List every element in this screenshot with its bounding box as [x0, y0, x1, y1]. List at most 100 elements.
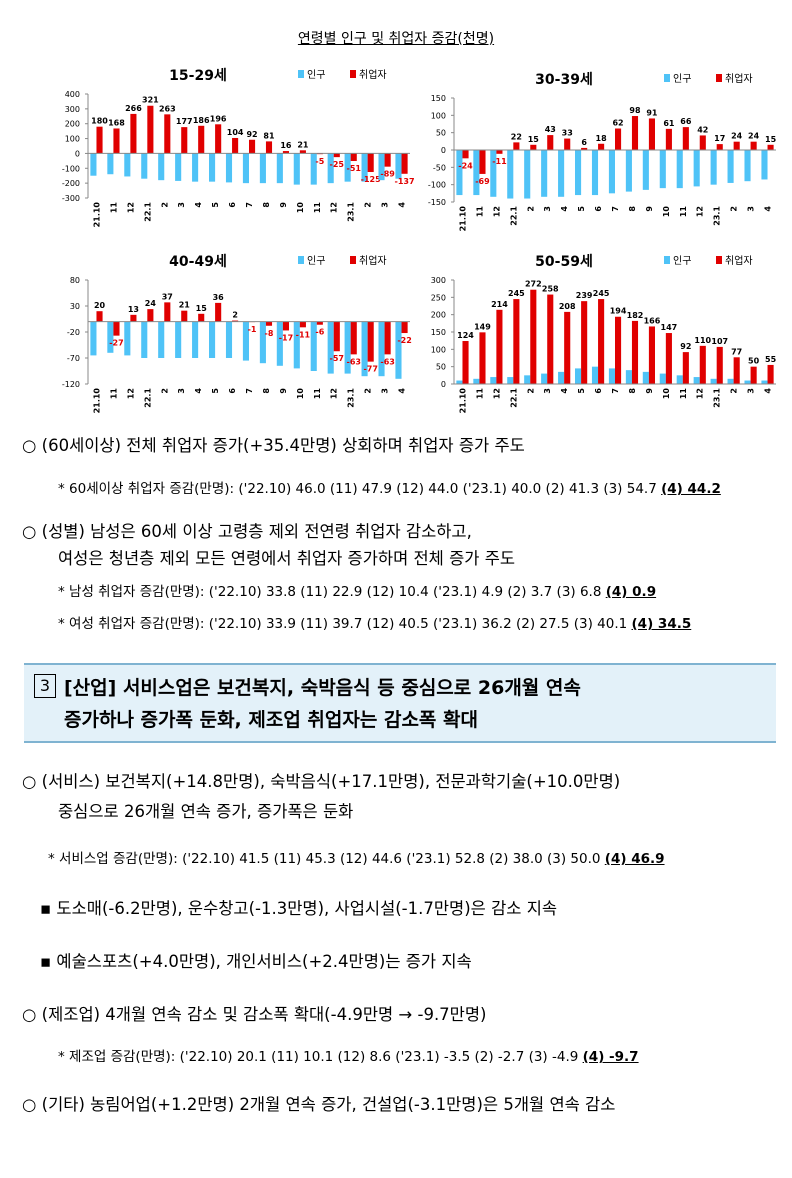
bar: [384, 153, 391, 167]
bar: [361, 153, 368, 182]
note-text: * 60세이상 취업자 증감(만명): ('22.10) 46.0 (11) 4…: [58, 481, 662, 497]
legend-swatch: [298, 256, 304, 264]
x-tick-label: 4: [560, 388, 569, 394]
y-tick-label: -70: [67, 354, 80, 363]
bar: [333, 321, 340, 352]
x-tick-label: 12: [330, 388, 339, 399]
note-text: * 서비스업 증감(만명): ('22.10) 41.5 (11) 45.3 (…: [48, 851, 605, 867]
value-label: 245: [593, 289, 610, 298]
value-label: 15: [528, 135, 540, 144]
bar: [631, 320, 639, 384]
y-tick-label: 50: [436, 363, 446, 372]
value-label: 36: [213, 293, 225, 302]
x-tick-label: 4: [764, 388, 773, 394]
y-tick-label: -50: [433, 163, 446, 172]
bar: [384, 321, 391, 355]
value-label: 81: [263, 131, 275, 140]
bar: [699, 135, 706, 150]
bar: [693, 150, 700, 187]
value-label: -69: [475, 177, 490, 186]
x-tick-label: 10: [296, 388, 305, 400]
value-label: 149: [474, 322, 491, 331]
x-tick-label: 3: [177, 388, 186, 394]
section-title: 증가하나 증가폭 둔화, 제조업 취업자는 감소폭 확대: [64, 709, 478, 731]
bar: [513, 142, 520, 150]
value-label: 24: [748, 132, 760, 141]
bar: [693, 377, 700, 384]
bar: [473, 150, 480, 196]
x-tick-label: 12: [330, 202, 339, 213]
value-label: 43: [545, 125, 556, 134]
value-label: 239: [576, 291, 593, 300]
x-tick-label: 7: [245, 388, 254, 394]
x-tick-label: 11: [313, 202, 322, 214]
y-tick-label: 200: [65, 120, 80, 129]
bar: [665, 333, 672, 384]
x-tick-label: 11: [679, 388, 688, 400]
bar: [530, 289, 537, 384]
bar: [547, 135, 554, 150]
legend-swatch: [350, 256, 356, 264]
bar: [558, 371, 565, 384]
bar: [147, 105, 154, 154]
x-tick-label: 11: [475, 388, 484, 400]
x-tick-label: 4: [194, 388, 203, 394]
value-label: 18: [596, 134, 608, 143]
value-label: -17: [279, 333, 293, 342]
bar: [147, 309, 154, 322]
bar: [175, 153, 182, 181]
bar: [547, 294, 554, 384]
value-label: 194: [610, 307, 627, 316]
value-label: 107: [711, 337, 728, 346]
chart: 15-29세 인구 취업자 -300 -200 -100 0 100 200 300 400 21.1…: [62, 68, 415, 227]
bar: [648, 326, 655, 384]
paragraph: 여성은 청년층 제외 모든 연령에서 취업자 증가하며 전체 증가 주도: [58, 549, 516, 568]
bar: [716, 144, 723, 150]
value-label: 37: [162, 292, 173, 301]
bar: [181, 310, 188, 322]
bar: [744, 380, 751, 384]
bar: [367, 153, 374, 172]
x-tick-label: 2: [526, 388, 535, 394]
bar: [259, 321, 266, 364]
x-tick-label: 8: [262, 388, 271, 394]
bar: [479, 332, 486, 384]
bar: [665, 128, 672, 150]
note: * 여성 취업자 증감(만명): ('22.10) 33.9 (11) 39.7…: [58, 612, 691, 632]
x-tick-label: 12: [696, 206, 705, 217]
bar: [192, 153, 199, 182]
y-tick-label: 150: [431, 328, 446, 337]
value-label: 321: [142, 96, 159, 105]
x-tick-label: 6: [594, 206, 603, 212]
bar: [659, 150, 666, 189]
bar: [401, 321, 408, 334]
x-tick-label: 3: [177, 202, 186, 208]
bar: [130, 314, 137, 322]
value-label: 91: [646, 108, 658, 117]
bar: [124, 321, 131, 356]
bar: [316, 321, 323, 325]
x-tick-label: 11: [475, 206, 484, 218]
bar: [767, 144, 774, 150]
value-label: 263: [159, 104, 176, 113]
bar: [648, 118, 655, 150]
bar: [299, 321, 306, 328]
y-tick-label: 100: [431, 111, 446, 120]
bar: [164, 114, 171, 154]
x-tick-label: 7: [611, 388, 620, 394]
x-tick-label: 2: [160, 202, 169, 208]
bar: [496, 150, 503, 154]
y-tick-label: 0: [75, 149, 80, 158]
y-tick-label: 30: [70, 302, 80, 311]
bar: [496, 309, 503, 384]
legend-label: 인구: [673, 73, 691, 85]
bar: [249, 139, 256, 154]
chart-title: 50-59세: [535, 254, 593, 270]
value-label: 168: [108, 118, 125, 127]
paragraph: 중심으로 26개월 연속 증가, 증가폭은 둔화: [58, 802, 354, 821]
bar: [107, 321, 114, 353]
section-number: 3: [34, 674, 56, 698]
bar: [682, 127, 689, 150]
x-tick-label: 11: [313, 388, 322, 400]
legend-label: 취업자: [359, 68, 387, 81]
